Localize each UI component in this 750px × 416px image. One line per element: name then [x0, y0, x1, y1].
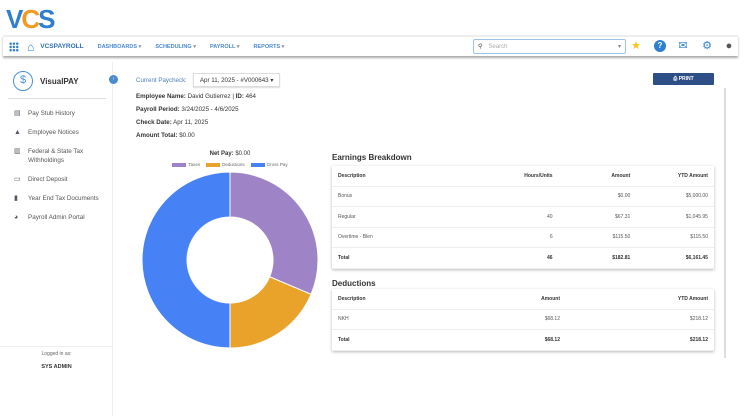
- table-cell: $68.12: [544, 316, 560, 323]
- deductions-title: Deductions: [332, 279, 376, 288]
- table-cell: 6: [549, 234, 553, 241]
- sidebar-item-tax-withholdings[interactable]: ▥ Federal & State Tax Withholdings: [14, 148, 84, 164]
- table-total-row: Total 46 $182.81 $6,161.45: [332, 248, 714, 269]
- table-row: Bonus $0.00 $5,000.00: [332, 187, 714, 207]
- home-icon[interactable]: ⌂: [27, 39, 35, 54]
- brand-link[interactable]: VCSPAYROLL: [40, 43, 84, 50]
- table-cell: $1,045.95: [685, 213, 708, 220]
- paycheck-select[interactable]: Apr 11, 2025 - #V000643 ▾: [192, 73, 281, 87]
- table-cell: $0.00: [617, 193, 631, 200]
- table-cell: $67.31: [614, 213, 631, 220]
- sidebar-item-payroll-admin-portal[interactable]: ◕ Payroll Admin Portal: [14, 214, 85, 221]
- menu-payroll[interactable]: PAYROLL: [210, 44, 240, 50]
- legend-swatch: [172, 162, 187, 167]
- chart-title: Net Pay: $0.00: [209, 151, 251, 157]
- menu-scheduling[interactable]: SCHEDULING: [155, 44, 196, 50]
- table-cell: Description: [338, 172, 366, 179]
- table-cell: Overtime - Blen: [338, 234, 373, 241]
- table-cell: NKH: [338, 316, 349, 323]
- chevron-down-icon: ▾: [617, 44, 621, 50]
- table-cell: $218.12: [689, 336, 708, 343]
- table-cell: Regular: [338, 213, 356, 220]
- document-icon: ▤: [14, 110, 21, 117]
- login-info: Logged in as: SYS ADMIN: [0, 346, 113, 370]
- table-cell: Bonus: [338, 193, 353, 200]
- table-cell: $5,000.00: [685, 193, 708, 200]
- table-row: Overtime - Blen 6 $115.50 $115.50: [332, 228, 714, 248]
- sidebar-item-direct-deposit[interactable]: ▭ Direct Deposit: [14, 176, 68, 183]
- table-cell: $218.12: [689, 316, 708, 323]
- slice-gross-pay[interactable]: [141, 171, 231, 349]
- table-cell: YTD Amount: [677, 295, 708, 302]
- chart-legend: Taxes Deductions Gross Pay: [150, 162, 310, 167]
- legend-swatch: [206, 162, 221, 167]
- legend-item[interactable]: Gross Pay: [250, 162, 288, 167]
- earnings-table: Description Hours/Units Amount YTD Amount Bo…: [332, 166, 714, 269]
- sidebar: $ VisualPAY ▤ Pay Stub History ▲ Employee N…: [0, 62, 113, 416]
- bank-icon: ▥: [14, 148, 21, 155]
- pay-donut-chart: [141, 171, 319, 349]
- divider: [8, 98, 106, 99]
- table-row: Regular 40 $67.31 $1,045.95: [332, 207, 714, 228]
- table-cell: 40: [547, 213, 553, 220]
- table-cell: $6,161.45: [685, 254, 708, 261]
- menu-dashboards[interactable]: DASHBOARDS: [98, 44, 142, 50]
- legend-label: Deductions: [222, 162, 245, 167]
- sidebar-item-pay-stub-history[interactable]: ▤ Pay Stub History: [14, 110, 75, 117]
- earnings-title: Earnings Breakdown: [332, 153, 412, 162]
- admin-icon: ◕: [14, 214, 19, 221]
- table-cell: $115.50: [612, 234, 631, 241]
- legend-item[interactable]: Taxes: [172, 162, 200, 167]
- table-cell: Total: [338, 336, 350, 343]
- table-cell: $182.81: [612, 254, 631, 261]
- top-nav: ⌂ VCSPAYROLL DASHBOARDS SCHEDULING PAYRO…: [3, 35, 738, 56]
- help-icon[interactable]: ?: [654, 40, 666, 52]
- card-icon: ▭: [14, 176, 21, 183]
- scrollbar[interactable]: [724, 88, 726, 358]
- legend-label: Gross Pay: [266, 162, 288, 167]
- table-cell: YTD Amount: [677, 172, 708, 179]
- table-header: Description Amount YTD Amount: [332, 289, 714, 310]
- legend-label: Taxes: [188, 162, 201, 167]
- printer-icon: ⎙: [673, 76, 678, 82]
- sidebar-item-employee-notices[interactable]: ▲ Employee Notices: [14, 129, 79, 136]
- paycheck-info: Current Paycheck: Apr 11, 2025 - #V000643…: [136, 72, 281, 142]
- table-cell: Total: [338, 254, 350, 261]
- bell-icon: ▲: [14, 129, 21, 136]
- table-row: NKH $68.12 $218.12: [332, 310, 714, 330]
- table-cell: $115.50: [690, 234, 708, 241]
- table-cell: Description: [338, 295, 366, 302]
- table-cell: Hours/Units: [524, 172, 553, 179]
- search-input[interactable]: ⚲ Search ▾: [473, 39, 626, 54]
- legend-swatch: [250, 162, 265, 167]
- mail-icon[interactable]: ✉: [678, 40, 688, 52]
- table-cell: Amount: [541, 295, 560, 302]
- star-icon[interactable]: ★: [631, 40, 641, 52]
- legend-item[interactable]: Deductions: [206, 162, 245, 167]
- table-total-row: Total $68.12 $218.12: [332, 330, 714, 351]
- account-icon[interactable]: ●: [725, 40, 733, 52]
- vcs-logo: VCS: [6, 4, 56, 34]
- dollar-icon: $: [13, 71, 33, 91]
- collapse-sidebar-button[interactable]: ‹: [109, 75, 118, 84]
- table-cell: 46: [547, 254, 553, 261]
- deductions-table: Description Amount YTD Amount NKH $68.12 $218…: [332, 289, 714, 351]
- sidebar-title: VisualPAY: [40, 76, 79, 86]
- table-header: Description Hours/Units Amount YTD Amount: [332, 166, 714, 187]
- sidebar-item-year-end-tax-documents[interactable]: ▮ Year End Tax Documents: [14, 195, 99, 202]
- print-button[interactable]: ⎙ PRINT: [653, 73, 714, 85]
- search-icon: ⚲: [478, 44, 483, 50]
- apps-grid-icon[interactable]: [9, 41, 19, 52]
- file-icon: ▮: [14, 195, 18, 202]
- gear-icon[interactable]: ⚙: [702, 40, 712, 52]
- menu-reports[interactable]: REPORTS: [254, 44, 285, 50]
- table-cell: $68.12: [544, 336, 560, 343]
- slice-taxes[interactable]: [229, 171, 319, 295]
- table-cell: Amount: [611, 172, 631, 179]
